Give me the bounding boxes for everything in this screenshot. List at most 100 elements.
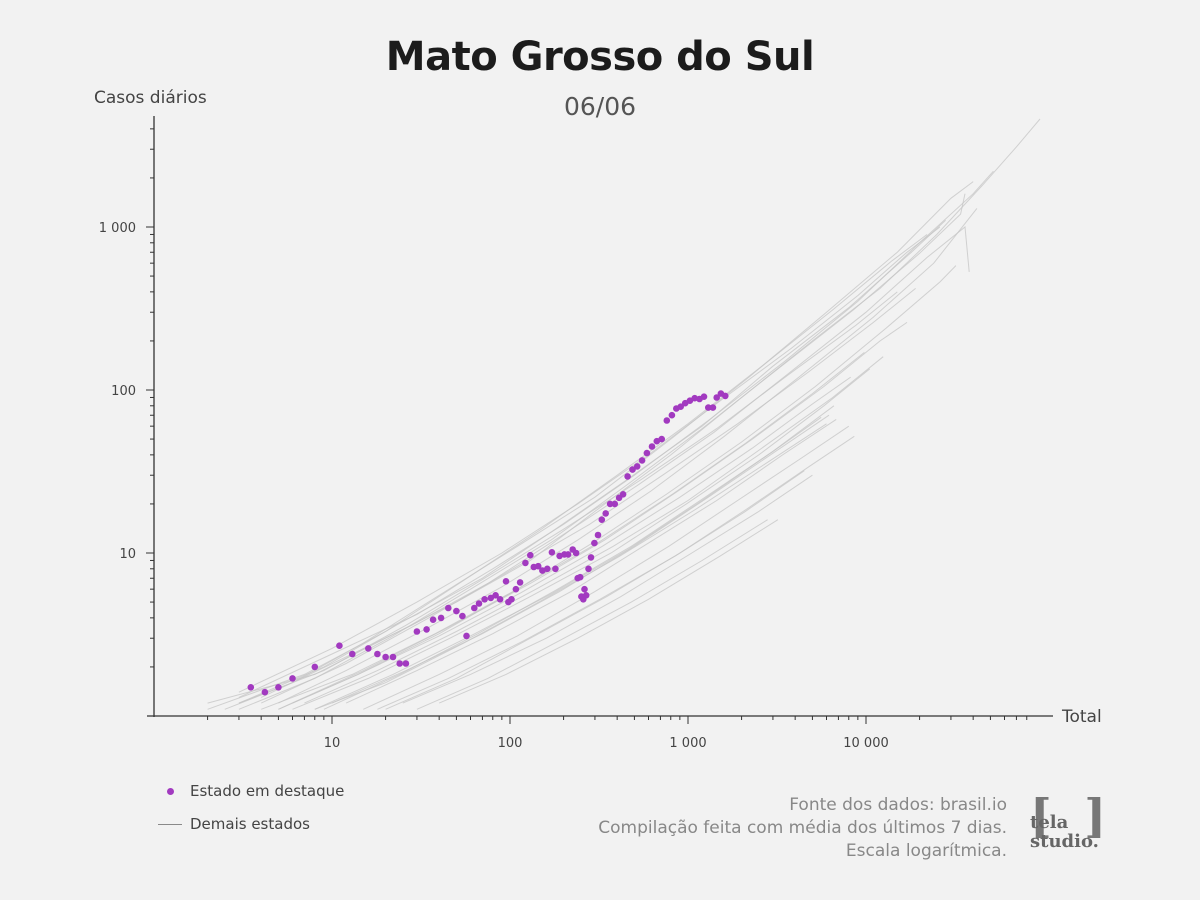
highlight-point-66 [648,443,656,450]
x-tick-label: 10 [324,736,341,751]
legend-item-highlight: Estado em destaque [150,780,344,802]
highlight-point-79 [709,404,717,411]
highlight-point-1 [261,688,269,696]
highlight-point-23 [481,596,488,603]
highlight-point-14 [423,626,430,633]
highlight-point-46 [576,573,584,581]
other-state-line-21 [363,425,850,710]
highlight-point-54 [594,531,602,539]
highlight-point-4 [311,663,319,671]
highlight-point-39 [552,565,559,573]
highlight-point-35 [534,562,542,570]
source-note: Fonte dos dados: brasil.io [789,795,1007,815]
y-tick-label: 1 000 [99,221,136,236]
other-state-line-18 [278,376,851,710]
scale-note: Escala logarítmica. [845,841,1007,861]
logo-line-2: studio. [1030,831,1099,852]
x-axis-label: Total [1061,707,1102,727]
logo-bracket-right: ] [1084,789,1106,843]
other-state-line-25 [377,470,805,710]
highlight-point-37 [544,565,551,573]
highlight-point-32 [522,559,529,567]
highlight-point-6 [349,650,356,658]
legend-label: Demais estados [190,815,310,833]
highlight-point-64 [638,457,646,464]
highlight-point-55 [598,516,606,523]
y-tick-label: 10 [119,547,136,562]
highlight-point-20 [463,632,470,640]
chart-title: Mato Grosso do Sul [385,34,815,80]
highlight-point-17 [445,604,452,612]
highlight-point-15 [429,616,437,623]
other-state-line-2 [224,181,974,710]
highlight-point-70 [668,411,676,419]
other-state-line-11 [238,291,898,704]
highlight-point-69 [663,417,671,424]
other-states-lines [207,118,1041,710]
highlight-point-5 [336,642,343,649]
highlight-point-56 [602,510,609,517]
highlight-point-52 [587,554,595,561]
highlight-point-68 [658,435,665,443]
other-state-line-10 [260,288,916,704]
highlight-point-8 [374,650,381,658]
highlight-point-51 [585,565,592,573]
y-axis-label: Casos diários [94,88,207,108]
highlight-point-72 [677,403,684,411]
other-state-line-19 [323,416,822,710]
logo-line-1: tela [1030,812,1069,833]
x-tick-label: 1 000 [669,736,706,751]
highlight-point-60 [619,491,627,498]
legend-line-icon [150,823,190,825]
highlight-point-29 [508,596,515,603]
highlight-point-10 [389,653,397,661]
other-state-line-4 [260,226,970,698]
highlight-point-18 [453,607,460,615]
highlight-point-11 [396,660,404,667]
highlight-point-44 [572,549,580,557]
other-state-line-13 [304,356,884,704]
other-state-line-6 [278,208,978,704]
highlight-point-33 [527,551,534,559]
highlight-point-9 [382,653,389,661]
highlight-point-65 [643,449,651,457]
other-state-line-26 [416,519,768,710]
x-tick-label: 100 [498,736,523,751]
highlight-point-16 [437,614,445,622]
highlight-point-82 [722,392,729,400]
axes [147,116,1053,717]
highlight-point-42 [564,551,572,558]
footer-notes: Fonte dos dados: brasil.io Compilação fe… [598,794,1007,863]
highlight-point-21 [471,604,478,612]
highlight-point-78 [705,404,712,411]
other-state-line-20 [345,418,837,704]
highlight-point-80 [713,394,720,401]
highlight-point-30 [512,585,520,593]
other-state-line-27 [439,519,779,704]
highlight-point-13 [413,628,421,635]
chart-subtitle: 06/06 [563,92,637,121]
highlight-point-12 [402,660,410,667]
y-tick-label: 100 [111,384,136,399]
legend-dot-icon [150,787,190,795]
highlight-point-3 [289,675,296,682]
minor-ticks [146,128,1028,724]
highlight-point-27 [502,578,510,585]
logo-bracket-left: [ [1030,789,1052,843]
other-state-line-8 [207,234,928,710]
other-state-line-1 [238,170,994,698]
tick-labels: 10 100 1 000 10 000 10 100 1 000 [99,221,889,751]
highlight-point-49 [581,585,588,593]
highlight-point-63 [633,463,641,470]
other-state-line-12 [278,321,908,710]
legend-label: Estado em destaque [190,782,345,800]
highlight-point-57 [606,500,614,508]
highlight-point-25 [492,592,499,599]
other-state-line-15 [292,368,871,710]
method-note: Compilação feita com média dos últimos 7… [598,818,1007,838]
other-state-line-0 [207,118,1041,704]
legend: Estado em destaque Demais estados [150,780,344,846]
highlight-point-26 [496,596,504,603]
legend-item-others: Demais estados [150,813,344,835]
